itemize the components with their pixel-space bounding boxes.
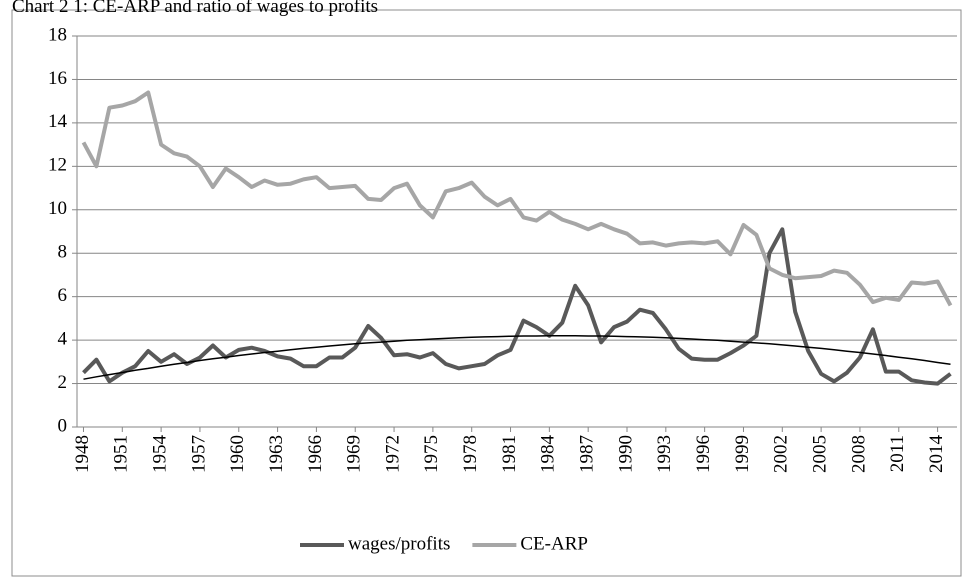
y-tick-label: 0 bbox=[58, 415, 68, 436]
y-tick-label: 18 bbox=[48, 24, 67, 45]
chart-frame bbox=[11, 9, 962, 577]
x-tick-label: 1963 bbox=[266, 435, 287, 473]
y-tick-label: 6 bbox=[58, 285, 68, 306]
y-tick-label: 16 bbox=[48, 68, 67, 89]
y-tick-label: 10 bbox=[48, 198, 67, 219]
chart-title: Chart 2 1: CE-ARP and ratio of wages to … bbox=[12, 0, 378, 17]
x-tick-label: 2002 bbox=[771, 435, 792, 473]
y-tick-label: 8 bbox=[58, 242, 68, 263]
x-tick-label: 1996 bbox=[693, 435, 714, 473]
x-tick-label: 1957 bbox=[188, 435, 209, 473]
x-tick-label: 1993 bbox=[654, 435, 675, 473]
series-line bbox=[81, 90, 953, 307]
legend-label: CE-ARP bbox=[520, 533, 588, 554]
x-tick-label: 1966 bbox=[305, 435, 326, 473]
x-tick-label: 2005 bbox=[809, 435, 830, 473]
x-tick-label: 1954 bbox=[149, 435, 170, 474]
x-tick-label: 1960 bbox=[227, 435, 248, 473]
x-tick-label: 2014 bbox=[926, 435, 947, 474]
trend-line bbox=[83, 335, 951, 380]
x-tick-label: 2008 bbox=[848, 435, 869, 473]
x-tick-label: 1987 bbox=[577, 435, 598, 473]
x-tick-label: 1975 bbox=[421, 435, 442, 473]
x-tick-label: 1990 bbox=[615, 435, 636, 473]
x-tick-label: 2011 bbox=[887, 435, 908, 472]
x-tick-label: 1948 bbox=[72, 435, 93, 473]
x-tick-label: 1999 bbox=[732, 435, 753, 473]
x-tick-label: 1984 bbox=[538, 435, 559, 474]
x-tick-label: 1951 bbox=[111, 435, 132, 473]
x-tick-label: 1981 bbox=[499, 435, 520, 473]
y-tick-label: 4 bbox=[58, 328, 68, 349]
y-tick-label: 12 bbox=[48, 155, 67, 176]
x-tick-label: 1978 bbox=[460, 435, 481, 473]
series-line bbox=[82, 227, 952, 386]
x-tick-label: 1972 bbox=[382, 435, 403, 473]
y-tick-label: 2 bbox=[58, 372, 68, 393]
y-tick-label: 14 bbox=[48, 111, 68, 132]
x-tick-label: 1969 bbox=[344, 435, 365, 473]
legend-label: wages/profits bbox=[348, 533, 450, 554]
